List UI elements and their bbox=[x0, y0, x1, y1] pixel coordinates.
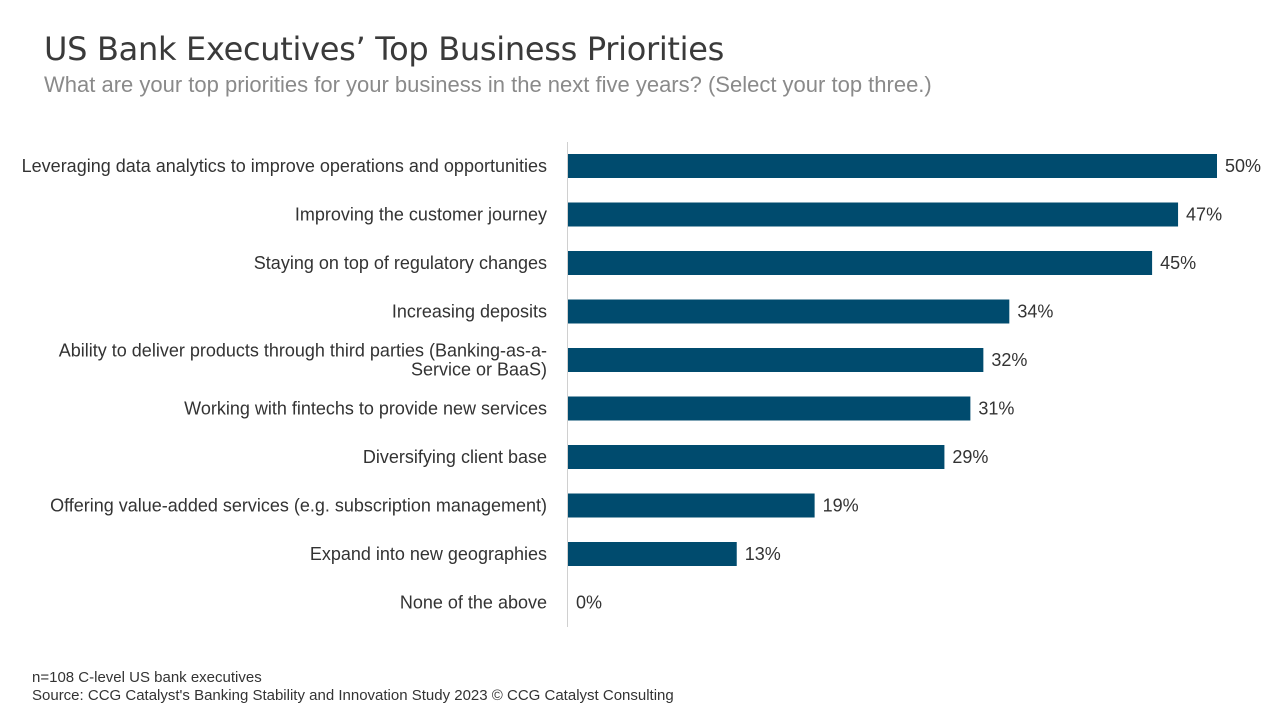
category-label: Ability to deliver products through thir… bbox=[59, 341, 547, 380]
data-label: 19% bbox=[823, 496, 859, 516]
source-note: Source: CCG Catalyst's Banking Stability… bbox=[32, 687, 674, 704]
data-label: 45% bbox=[1160, 253, 1196, 273]
data-label: 31% bbox=[978, 399, 1014, 419]
bar bbox=[568, 299, 1010, 324]
category-label: Offering value-added services (e.g. subs… bbox=[50, 496, 547, 516]
bar bbox=[568, 348, 984, 372]
bar bbox=[568, 251, 1153, 275]
data-label: 0% bbox=[576, 593, 602, 613]
category-label: None of the above bbox=[400, 593, 547, 613]
data-label: 32% bbox=[991, 350, 1027, 370]
category-label: Expand into new geographies bbox=[310, 544, 547, 564]
chart-subtitle: What are your top priorities for your bu… bbox=[44, 72, 932, 97]
data-label: 50% bbox=[1225, 156, 1261, 176]
bar bbox=[568, 396, 971, 421]
data-label: 29% bbox=[952, 447, 988, 467]
bar bbox=[568, 542, 737, 566]
category-label: Staying on top of regulatory changes bbox=[254, 253, 547, 273]
category-label: Improving the customer journey bbox=[295, 205, 547, 225]
data-label: 47% bbox=[1186, 205, 1222, 225]
chart-title: US Bank Executives’ Top Business Priorit… bbox=[44, 30, 725, 68]
bars-layer: 50% Leveraging data analytics to improve … bbox=[22, 154, 1261, 613]
bar bbox=[568, 493, 815, 518]
bar bbox=[568, 154, 1217, 178]
sample-note: n=108 C-level US bank executives bbox=[32, 669, 262, 686]
data-label: 13% bbox=[745, 544, 781, 564]
bar bbox=[568, 445, 945, 469]
data-label: 34% bbox=[1017, 302, 1053, 322]
category-label: Leveraging data analytics to improve ope… bbox=[22, 156, 547, 176]
bar bbox=[568, 202, 1179, 227]
category-label: Working with fintechs to provide new ser… bbox=[184, 399, 547, 419]
category-label: Diversifying client base bbox=[363, 447, 547, 467]
category-label: Increasing deposits bbox=[392, 302, 547, 322]
